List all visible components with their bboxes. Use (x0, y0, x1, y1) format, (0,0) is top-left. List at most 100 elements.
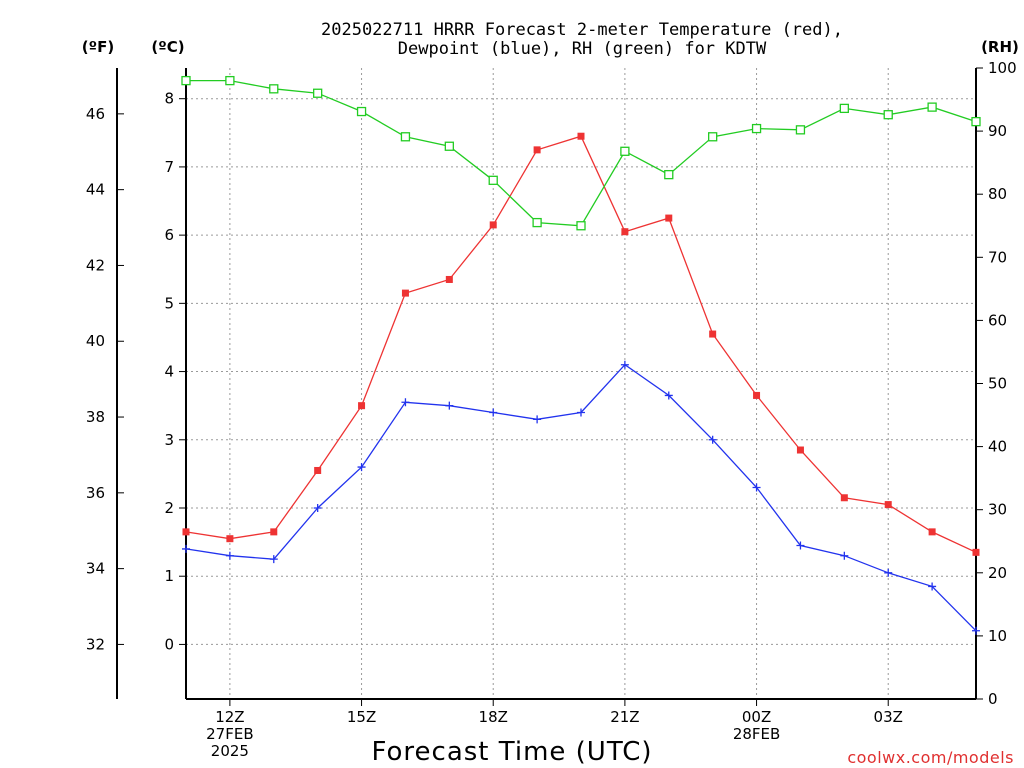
chart-title-line-1: 2025022711 HRRR Forecast 2-meter Tempera… (321, 20, 843, 40)
rh-point (225, 75, 235, 86)
rh-point (576, 221, 586, 231)
x-tick-label: 15Z (347, 708, 376, 726)
rh-tick-label: 50 (988, 375, 1007, 393)
rh-point (269, 84, 279, 94)
rh-point (971, 116, 981, 127)
grid-lines (186, 68, 976, 699)
rh-tick-label: 0 (988, 690, 998, 708)
dewpoint-point (620, 360, 629, 369)
x-tick-label: 21Z (610, 708, 639, 726)
celsius-tick-label: 4 (164, 363, 174, 381)
x-tick-label: 27FEB (206, 725, 253, 743)
x-axis-title: Forecast Time (UTC) (371, 737, 652, 767)
temperature-line (185, 135, 977, 553)
fahrenheit-tick-label: 44 (86, 181, 105, 199)
dewpoint-point (752, 483, 761, 492)
rh-point (927, 102, 937, 112)
fahrenheit-tick-label: 40 (86, 332, 105, 350)
dewpoint-point (401, 398, 410, 407)
chart-title-line-2: Dewpoint (blue), RH (green) for KDTW (398, 39, 767, 59)
rh-point (181, 75, 191, 86)
fahrenheit-tick-label: 34 (86, 560, 105, 578)
watermark: coolwx.com/models (847, 748, 1014, 767)
rh-point (532, 217, 542, 228)
dewpoint-point (225, 551, 234, 560)
temperature-point (314, 466, 322, 474)
rh-point (356, 106, 367, 117)
celsius-tick-label: 3 (164, 431, 174, 449)
dewpoint-point (269, 555, 278, 564)
dewpoint-point (357, 463, 366, 472)
dewpoint-point (445, 401, 454, 410)
x-tick-label: 2025 (211, 742, 249, 760)
celsius-unit-label: (ºC) (151, 38, 184, 56)
rh-point (839, 103, 849, 114)
temperature-point (665, 214, 673, 222)
temperature-point (270, 528, 278, 536)
celsius-tick-label: 2 (164, 499, 174, 517)
temperature-point (840, 494, 848, 502)
dewpoint-point (928, 582, 937, 591)
x-tick-label: 03Z (874, 708, 903, 726)
rh-point (488, 175, 498, 185)
fahrenheit-unit-label: (ºF) (82, 38, 114, 56)
temperature-point (182, 528, 190, 536)
temperature-point (445, 275, 453, 283)
dewpoint-point (972, 626, 980, 635)
rh-tick-label: 100 (988, 59, 1017, 77)
rh-tick-label: 30 (988, 501, 1007, 519)
x-tick-label: 12Z (215, 708, 244, 726)
celsius-tick-label: 5 (164, 294, 174, 312)
temperature-point (358, 402, 366, 410)
dewpoint-point (796, 541, 805, 550)
rh-tick-label: 90 (988, 122, 1007, 140)
dewpoint-point (533, 415, 542, 424)
celsius-tick-label: 7 (164, 158, 174, 176)
rh-point (664, 169, 674, 180)
rh-tick-label: 40 (988, 438, 1007, 456)
rh-unit-label: (RH) (981, 38, 1019, 56)
temperature-point (972, 548, 980, 556)
temperature-point (753, 391, 761, 399)
x-tick-label: 28FEB (733, 725, 780, 743)
dewpoint-point (489, 408, 498, 417)
dewpoint-point (840, 551, 849, 560)
temperature-point (928, 528, 936, 536)
fahrenheit-tick-label: 32 (86, 635, 105, 653)
rh-line (186, 79, 977, 227)
x-tick-label: 00Z (742, 708, 771, 726)
dewpoint-point (577, 408, 585, 417)
rh-point (444, 141, 454, 151)
temperature-point (621, 228, 629, 236)
rh-point (883, 110, 893, 120)
fahrenheit-tick-label: 46 (86, 105, 105, 123)
rh-tick-label: 20 (988, 564, 1007, 582)
dewpoint-point (664, 391, 673, 400)
rh-point (313, 88, 323, 98)
temperature-point (226, 535, 234, 543)
temperature-point (796, 446, 804, 454)
rh-tick-label: 80 (988, 185, 1007, 203)
celsius-tick-label: 8 (164, 90, 174, 108)
dewpoint-point (182, 544, 190, 553)
celsius-tick-label: 1 (164, 567, 174, 585)
temperature-point (533, 146, 541, 154)
dewpoint-line (185, 363, 977, 632)
dewpoint-point (708, 435, 717, 444)
fahrenheit-tick-label: 38 (86, 408, 105, 426)
temperature-point (401, 289, 409, 297)
temperature-point (709, 330, 717, 338)
celsius-tick-label: 0 (164, 635, 174, 653)
rh-tick-label: 10 (988, 627, 1007, 645)
dewpoint-point (313, 503, 322, 512)
rh-point (620, 146, 630, 156)
fahrenheit-tick-label: 36 (86, 484, 105, 502)
rh-point (708, 132, 718, 142)
temperature-point (884, 501, 892, 509)
rh-point (751, 123, 762, 134)
rh-point (400, 132, 411, 142)
celsius-tick-label: 6 (164, 226, 174, 244)
temperature-point (489, 221, 497, 229)
